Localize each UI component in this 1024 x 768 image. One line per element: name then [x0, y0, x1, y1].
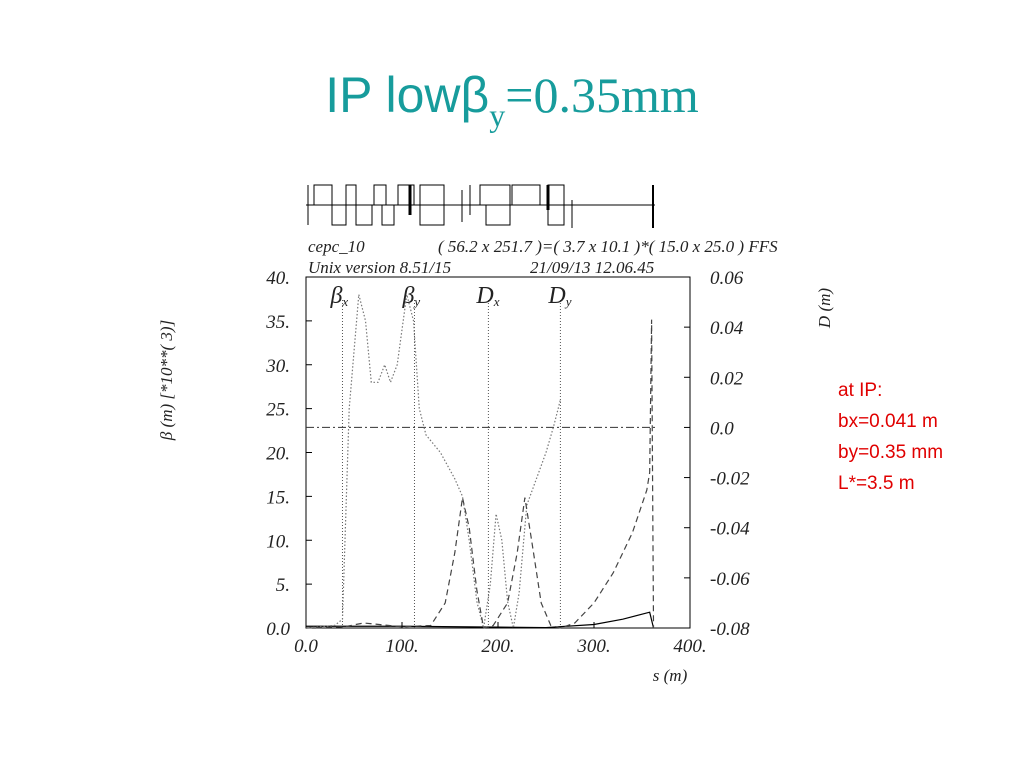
marker-label: Dy [547, 283, 571, 309]
annotation-line: by=0.35 mm [838, 442, 943, 463]
lattice-strip [306, 184, 655, 228]
y-tick-label: 10. [266, 531, 290, 552]
x-tick-label: 300. [576, 636, 610, 657]
marker-symbol: D [547, 283, 565, 309]
title-subscript: y [489, 97, 505, 133]
ip-annotation: at IP: bx=0.041 m by=0.35 mm L*=3.5 m [838, 380, 943, 494]
y2-tick-label: -0.06 [710, 569, 750, 590]
plot-header: Unix version 8.51/15 [308, 258, 451, 277]
marker-symbol: β [401, 283, 414, 309]
y2-tick-label: 0.04 [710, 318, 744, 339]
slide-title: IP lowβy=0.35mm [325, 67, 699, 133]
x-tick-label: 200. [481, 636, 514, 657]
plot-header: ( 56.2 x 251.7 )=( 3.7 x 10.1 )*( 15.0 x… [438, 237, 778, 256]
annotation-line: bx=0.041 m [838, 411, 938, 432]
y2-tick-label: 0.0 [710, 418, 734, 439]
y2-tick-label: -0.02 [710, 469, 750, 490]
y-tick-label: 30. [265, 356, 290, 377]
series-line [306, 611, 655, 629]
marker-sub: y [564, 294, 572, 309]
marker-sub: x [493, 294, 500, 309]
y2-tick-label: -0.08 [710, 619, 750, 640]
y-tick-label: 15. [266, 487, 290, 508]
y2-tick-label: 0.02 [710, 368, 744, 389]
y-axis-label: β (m) [*10**( 3)] [157, 320, 176, 441]
marker-sub: x [341, 294, 348, 309]
annotation-line: at IP: [838, 380, 882, 401]
optics-plot: cepc_10 ( 56.2 x 251.7 )=( 3.7 x 10.1 )*(… [157, 237, 834, 685]
x-axis-label: s (m) [653, 666, 688, 685]
series-line [305, 319, 655, 629]
plot-header: cepc_10 [308, 237, 365, 256]
y-tick-label: 40. [266, 268, 290, 289]
marker-label: βx [329, 283, 348, 309]
y2-tick-label: 0.06 [710, 268, 744, 289]
y-tick-label: 0.0 [266, 619, 290, 640]
marker-label: Dx [475, 283, 499, 309]
y-tick-label: 35. [265, 312, 290, 333]
marker-label: βy [401, 283, 420, 309]
title-suffix: =0.35mm [505, 67, 699, 123]
marker-symbol: D [475, 283, 493, 309]
plot-frame [305, 276, 691, 629]
y-tick-label: 5. [276, 575, 290, 596]
x-tick-label: 100. [385, 636, 418, 657]
x-tick-label: 400. [673, 636, 706, 657]
marker-symbol: β [329, 283, 342, 309]
y-tick-label: 25. [266, 400, 290, 421]
y2-tick-label: -0.04 [710, 519, 750, 540]
marker-sub: y [412, 294, 420, 309]
annotation-line: L*=3.5 m [838, 473, 915, 494]
title-prefix: IP low [325, 67, 461, 123]
title-symbol: β [461, 67, 490, 123]
series-line [305, 294, 561, 629]
y2-axis-label: D (m) [815, 288, 834, 329]
x-tick-label: 0.0 [294, 636, 318, 657]
plot-header: 21/09/13 12.06.45 [530, 258, 654, 277]
y-tick-label: 20. [266, 444, 290, 465]
